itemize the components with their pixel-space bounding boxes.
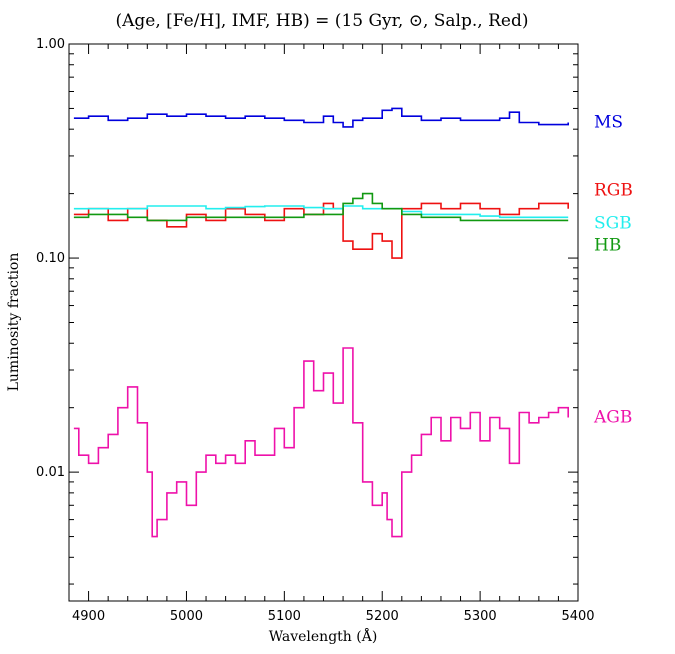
- series-label-agb: AGB: [593, 408, 632, 428]
- series-line-ms: [73, 107, 569, 128]
- series-line-hb: [73, 192, 569, 222]
- plot-frame: [68, 43, 579, 602]
- y-tick-label: 0.10: [36, 251, 65, 266]
- x-tick-label: 5100: [268, 609, 301, 624]
- series-label-ms: MS: [594, 113, 623, 133]
- series-line-agb: [73, 347, 569, 538]
- x-axis-label: Wavelength (Å): [269, 627, 378, 645]
- y-tick-label: 0.01: [36, 465, 65, 480]
- series-line-sgb: [73, 205, 569, 219]
- x-tick-label: 5200: [366, 609, 399, 624]
- x-tick-label: 5000: [170, 609, 203, 624]
- series-label-hb: HB: [594, 235, 621, 255]
- series-label-sgb: SGB: [594, 213, 632, 233]
- series-line-rgb: [73, 202, 569, 259]
- y-tick-label: 1.00: [36, 37, 65, 52]
- series-label-rgb: RGB: [594, 181, 633, 201]
- chart-title: (Age, [Fe/H], IMF, HB) = (15 Gyr, ⊙, Sal…: [116, 11, 529, 31]
- x-tick-label: 5400: [561, 609, 594, 624]
- x-tick-label: 5300: [464, 609, 497, 624]
- y-axis-label: Luminosity fraction: [6, 253, 22, 392]
- x-tick-label: 4900: [72, 609, 105, 624]
